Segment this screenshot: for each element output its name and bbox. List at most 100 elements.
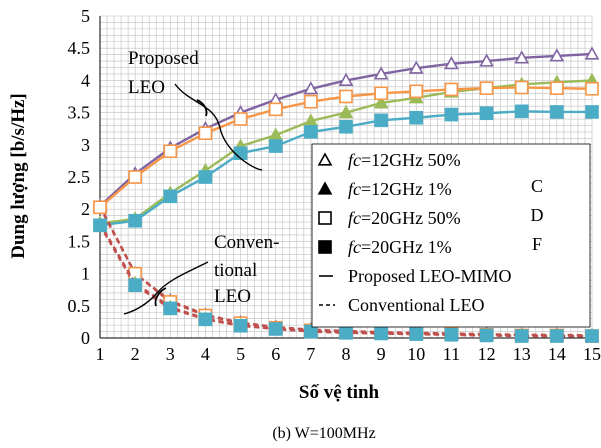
data-point	[479, 81, 494, 95]
y-tick-label: 4.5	[68, 38, 91, 58]
data-point	[338, 72, 354, 86]
data-point	[198, 126, 213, 141]
x-tick-label: 14	[548, 344, 566, 364]
data-point	[374, 326, 388, 341]
data-point	[198, 170, 213, 184]
data-point	[549, 48, 565, 62]
data-point	[550, 81, 564, 95]
data-point	[339, 119, 353, 134]
conventional-annotation: Conven- tional LEO	[123, 232, 279, 315]
legend-entry-text: Conventional LEO	[348, 295, 484, 315]
x-tick-label: 7	[306, 344, 315, 364]
data-point	[444, 56, 459, 70]
legend-entry-label: fc=20GHz 1%	[348, 237, 452, 257]
x-tick-label: 12	[478, 344, 496, 364]
data-point	[268, 322, 283, 336]
legend-entry-label: fc=12GHz 50%	[348, 150, 461, 170]
legend-fc-symbol: fc	[348, 237, 361, 257]
legend-entry-text: =20GHz 1%	[361, 237, 452, 257]
y-tick-label: 3.5	[68, 103, 91, 123]
y-tick-label: 1.5	[68, 231, 91, 251]
conventional-brace	[154, 287, 167, 307]
legend-fc-symbol: fc	[348, 179, 361, 199]
data-point	[374, 113, 388, 128]
legend-marker-icon	[318, 211, 332, 225]
series-0	[92, 46, 600, 212]
legend-box	[311, 143, 591, 328]
y-tick-label: 2	[81, 199, 90, 219]
y-tick-label: 2.5	[68, 167, 91, 187]
data-point	[585, 81, 599, 96]
conventional-label-line3: LEO	[214, 286, 251, 307]
legend-fc-symbol: fc	[348, 208, 361, 228]
data-point	[444, 327, 459, 342]
legend-marker-icon	[317, 152, 333, 166]
data-point	[374, 86, 388, 101]
legend-cdf-letter: C	[531, 176, 543, 196]
x-tick-label: 2	[131, 344, 140, 364]
data-point	[373, 95, 389, 109]
data-point	[128, 170, 142, 184]
data-point	[268, 102, 283, 117]
proposed-label-line1: Proposed	[128, 48, 199, 69]
legend-marker-icon	[317, 181, 333, 195]
data-point	[585, 329, 599, 343]
data-point	[408, 60, 424, 74]
data-point	[479, 53, 494, 67]
proposed-label-line2: LEO	[128, 77, 165, 98]
proposed-annotation: Proposed LEO	[128, 48, 263, 171]
x-tick-label: 6	[271, 344, 280, 364]
data-point	[163, 301, 178, 316]
data-point	[233, 112, 248, 126]
legend-entry-label: Conventional LEO	[348, 295, 484, 315]
legend-entry-label: Proposed LEO-MIMO	[348, 266, 512, 286]
data-point	[128, 278, 142, 292]
data-point	[409, 84, 424, 99]
legend-fc-symbol: fc	[348, 150, 361, 170]
y-tick-label: 0.5	[68, 296, 91, 316]
legend-entry-text: =12GHz 1%	[361, 179, 452, 199]
data-point	[303, 81, 319, 95]
data-point	[304, 94, 318, 109]
data-point	[233, 318, 248, 333]
data-point	[339, 326, 353, 340]
legend-entry-label: fc=12GHz 1%	[348, 179, 452, 199]
figure-caption: (b) W=100MHz	[272, 425, 375, 442]
data-point	[128, 213, 142, 228]
data-point	[338, 104, 354, 119]
x-tick-label: 9	[377, 344, 386, 364]
data-point	[373, 66, 389, 80]
data-point	[514, 104, 529, 119]
legend: fc=12GHz 50%fc=12GHz 1%fc=20GHz 50%fc=20…	[311, 143, 591, 328]
series-group	[92, 46, 600, 343]
data-point	[304, 125, 318, 139]
data-point	[163, 189, 178, 204]
proposed-leader-line	[174, 83, 263, 171]
x-axis-title: Số vệ tinh	[299, 382, 380, 403]
data-point	[198, 312, 213, 327]
data-point	[409, 327, 424, 341]
data-point	[550, 105, 564, 119]
x-tick-label: 1	[96, 344, 105, 364]
x-tick-label: 3	[166, 344, 175, 364]
y-tick-label: 1	[81, 264, 90, 284]
data-point	[585, 105, 599, 119]
data-point	[163, 144, 178, 159]
x-tick-label: 8	[342, 344, 351, 364]
data-point	[479, 106, 494, 121]
data-point	[514, 329, 529, 343]
data-point	[550, 329, 564, 343]
legend-marker-icon	[318, 240, 332, 254]
legend-cdf-letter: F	[532, 234, 542, 254]
conventional-label-line2: tional	[214, 260, 257, 281]
data-point	[339, 89, 353, 104]
legend-entry-text: =20GHz 50%	[361, 208, 461, 228]
data-point	[479, 328, 494, 343]
data-point	[444, 82, 459, 97]
tick-labels: 1 2 3 4 5 6 7 8 9 10 11 12 13 14 1500.511.522.533.544.…	[68, 6, 601, 364]
data-point	[304, 324, 318, 339]
data-point	[444, 107, 459, 122]
legend-entry-text: Proposed LEO-MIMO	[348, 266, 512, 286]
x-tick-label: 13	[513, 344, 531, 364]
